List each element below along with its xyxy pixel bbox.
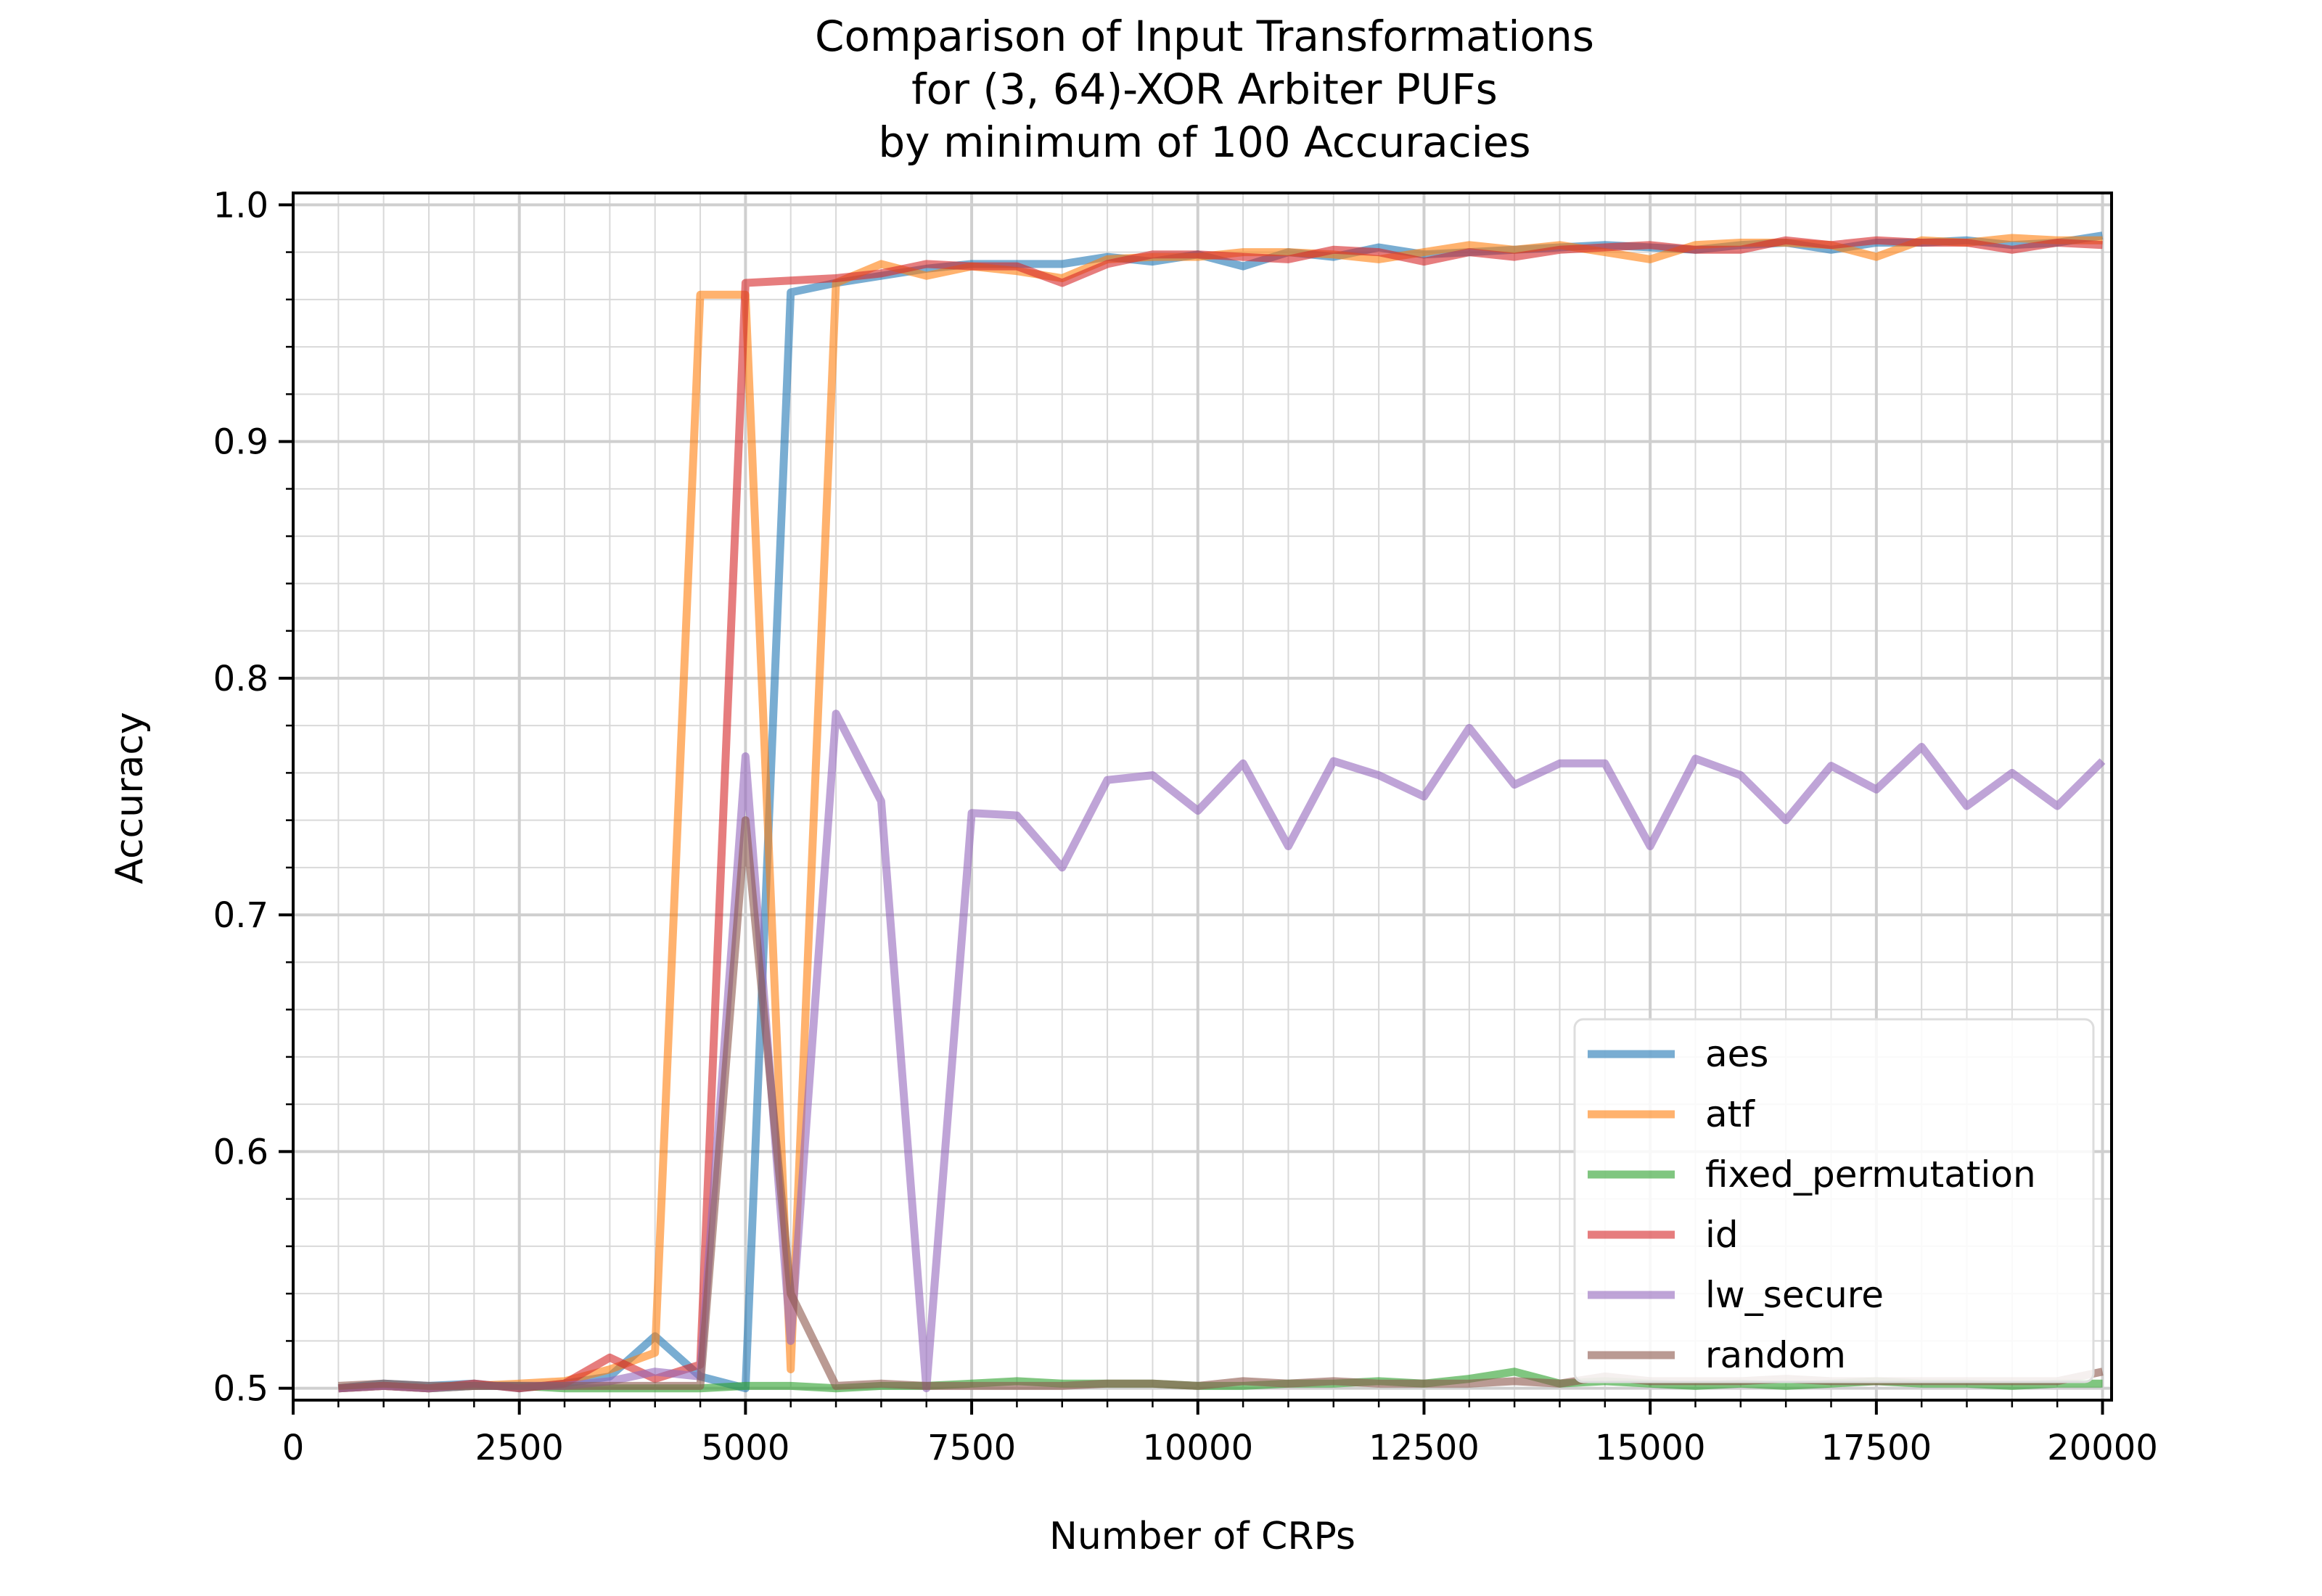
chart-title-line-2: for (3, 64)-XOR Arbiter PUFs [911, 65, 1498, 114]
x-tick-label: 12500 [1369, 1428, 1480, 1468]
x-tick-label: 2500 [475, 1428, 564, 1468]
x-tick-label: 20000 [2047, 1428, 2158, 1468]
y-tick-label: 0.7 [213, 895, 268, 936]
x-tick-label: 7500 [927, 1428, 1016, 1468]
legend-label: id [1705, 1214, 1739, 1256]
y-axis-label: Accuracy [108, 712, 152, 884]
x-tick-label: 0 [282, 1428, 305, 1468]
chart-title: Comparison of Input Transformations for … [815, 12, 1594, 167]
y-tick-label: 0.8 [213, 659, 268, 699]
x-tick-label: 17500 [1821, 1428, 1932, 1468]
chart-title-line-1: Comparison of Input Transformations [815, 12, 1594, 61]
x-tick-label: 5000 [701, 1428, 789, 1468]
legend-label: random [1705, 1334, 1846, 1376]
x-tick-label: 15000 [1595, 1428, 1706, 1468]
legend-box [1573, 1018, 2095, 1383]
legend-label: atf [1705, 1093, 1755, 1135]
series-line-id [338, 236, 2103, 1393]
series-line-lw-secure [338, 709, 2106, 1393]
legend-label: fixed_permutation [1705, 1153, 2036, 1196]
x-tick-label: 10000 [1142, 1428, 1253, 1468]
series-lines [337, 231, 2106, 1393]
x-axis: 0 2500 5000 7500 10000 12500 15000 17500 20000 [282, 1400, 2158, 1468]
legend-label: lw_secure [1705, 1274, 1884, 1316]
chart-title-line-3: by minimum of 100 Accuracies [878, 118, 1530, 167]
plot-frame [292, 192, 2113, 1402]
y-tick-label: 0.6 [213, 1132, 268, 1172]
y-tick-label: 0.5 [213, 1369, 268, 1410]
y-tick-label: 0.9 [213, 422, 268, 463]
x-axis-label: Number of CRPs [1049, 1515, 1355, 1558]
y-tick-label: 1.0 [213, 185, 268, 226]
legend-label: aes [1705, 1033, 1768, 1075]
y-axis: 0.5 0.6 0.7 0.8 0.9 1.0 [213, 185, 293, 1410]
